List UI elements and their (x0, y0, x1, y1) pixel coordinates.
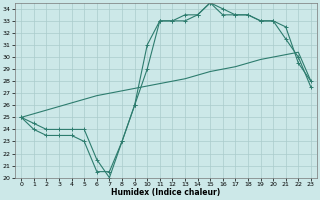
X-axis label: Humidex (Indice chaleur): Humidex (Indice chaleur) (111, 188, 221, 197)
